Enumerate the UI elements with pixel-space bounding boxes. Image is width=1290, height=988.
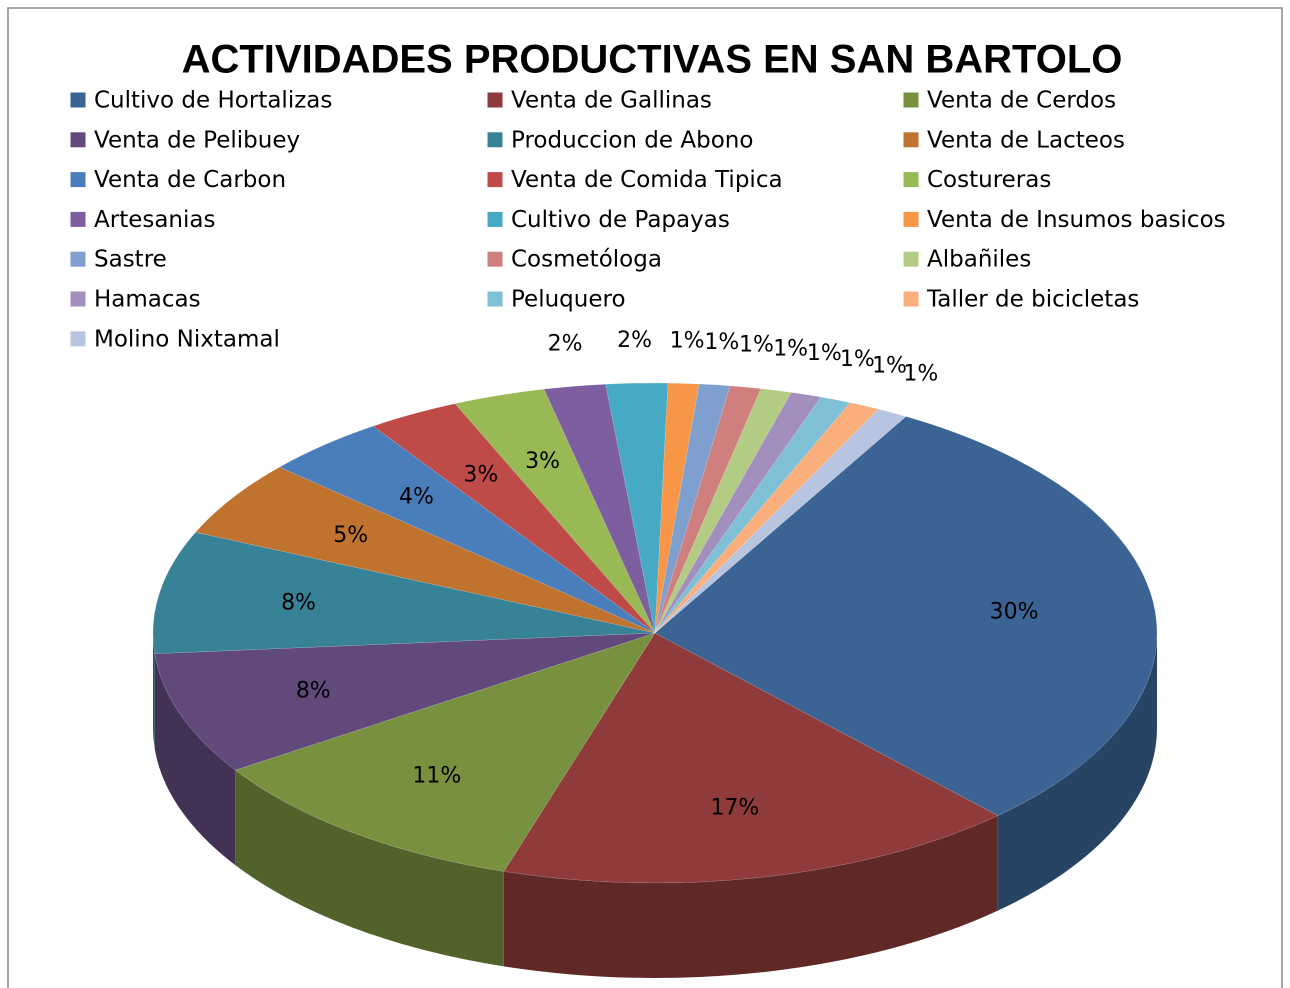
data-label: 1%: [840, 347, 875, 372]
slice-side: [235, 770, 504, 967]
legend-label: Peluquero: [511, 287, 626, 313]
legend-label: Sastre: [94, 247, 167, 273]
data-label: 1%: [704, 330, 739, 355]
legend-swatch: [486, 171, 504, 189]
data-label: 3%: [525, 449, 560, 474]
legend-swatch: [902, 210, 920, 228]
legend-swatch: [69, 330, 87, 348]
data-label: 30%: [990, 600, 1039, 625]
legend-label: Venta de Carbon: [94, 167, 286, 193]
data-label: 2%: [548, 332, 583, 357]
slice: [654, 383, 731, 634]
legend-swatch: [69, 290, 87, 308]
legend-label: Produccion de Abono: [511, 127, 753, 153]
slice-side: [153, 633, 155, 749]
legend-label: Albañiles: [927, 247, 1031, 273]
legend-label: Hamacas: [94, 287, 201, 313]
legend-label: Venta de Comida Tipica: [511, 167, 783, 193]
slice: [654, 388, 792, 634]
legend-swatch: [902, 131, 920, 149]
slice: [654, 382, 700, 634]
legend-label: Venta de Insumos basicos: [927, 207, 1226, 233]
data-label: 5%: [333, 523, 368, 548]
data-label: 8%: [296, 679, 331, 704]
slice: [152, 531, 656, 654]
slice: [454, 388, 656, 634]
slice: [372, 403, 656, 634]
data-label: 1%: [807, 341, 842, 366]
legend-label: Costureras: [927, 167, 1051, 193]
chart-title: ACTIVIDADES PRODUCTIVAS EN SAN BARTOLO: [182, 38, 1123, 82]
slice: [278, 425, 656, 634]
legend-swatch: [69, 131, 87, 149]
slice: [195, 466, 656, 634]
legend-swatch: [69, 171, 87, 189]
legend-label: Cosmetóloga: [511, 247, 662, 273]
legend-swatch: [486, 210, 504, 228]
data-label: 8%: [281, 590, 316, 615]
data-label: 1%: [739, 333, 774, 358]
data-label: 1%: [872, 354, 907, 379]
legend-label: Artesanias: [94, 207, 215, 233]
legend-label: Cultivo de Hortalizas: [94, 88, 332, 114]
legend-label: Taller de bicicletas: [926, 287, 1139, 313]
legend-swatch: [902, 290, 920, 308]
data-label: 3%: [463, 462, 498, 487]
slice-side: [154, 653, 236, 866]
legend-swatch: [486, 91, 504, 109]
data-label: 1%: [773, 336, 808, 361]
data-label: 2%: [617, 328, 652, 353]
slice: [154, 632, 656, 771]
legend-label: Molino Nixtamal: [94, 326, 280, 352]
legend-label: Venta de Lacteos: [927, 127, 1125, 153]
legend-swatch: [902, 171, 920, 189]
legend-swatch: [69, 91, 87, 109]
data-label: 11%: [412, 764, 461, 789]
slice: [543, 383, 656, 634]
legend-swatch: [486, 131, 504, 149]
data-label: 17%: [710, 796, 759, 821]
slice: [503, 632, 999, 884]
legend-swatch: [69, 210, 87, 228]
slice: [654, 385, 762, 634]
data-label: 1%: [903, 361, 938, 386]
slice: [654, 408, 907, 634]
legend-label: Venta de Pelibuey: [94, 127, 300, 153]
legend-swatch: [69, 250, 87, 268]
slice: [654, 396, 851, 634]
slice: [605, 382, 669, 634]
slice: [234, 632, 656, 872]
legend-label: Venta de Gallinas: [511, 88, 712, 114]
slice: [654, 416, 1158, 816]
slice-side: [997, 633, 1157, 911]
legend-label: Cultivo de Papayas: [511, 207, 730, 233]
legend-swatch: [902, 250, 920, 268]
slice: [654, 392, 822, 634]
slice: [654, 402, 879, 634]
legend-swatch: [486, 290, 504, 308]
legend-swatch: [902, 91, 920, 109]
legend-label: Venta de Cerdos: [927, 88, 1116, 114]
data-label: 4%: [399, 485, 434, 510]
slice-side: [503, 815, 998, 978]
data-label: 1%: [670, 328, 705, 353]
legend-swatch: [486, 250, 504, 268]
